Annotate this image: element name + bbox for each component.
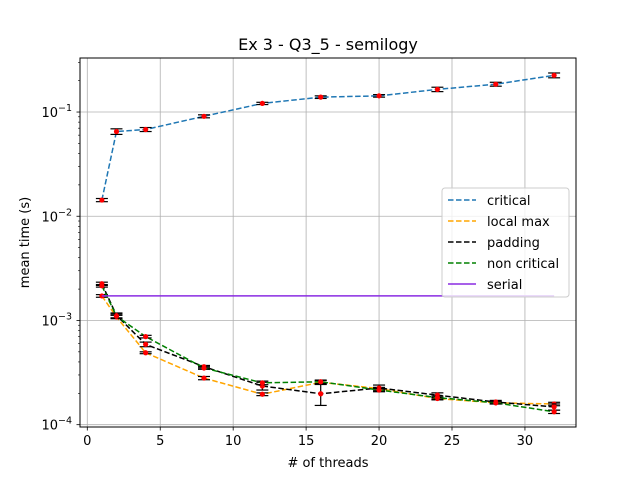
chart-title: Ex 3 - Q3_5 - semilogy <box>238 35 418 55</box>
legend-box <box>441 187 570 298</box>
data-point <box>201 365 207 371</box>
legend-label: serial <box>487 278 522 293</box>
data-point <box>113 313 120 319</box>
data-point <box>318 94 324 100</box>
x-tick-label: 15 <box>298 434 315 449</box>
series-critical <box>95 72 561 203</box>
data-point <box>551 409 557 415</box>
data-point <box>143 350 149 356</box>
x-tick-label: 25 <box>444 434 461 449</box>
series-line <box>101 74 555 201</box>
data-point <box>99 197 105 203</box>
x-axis-label: # of threads <box>287 456 368 471</box>
data-point <box>201 375 207 381</box>
data-point <box>376 93 382 99</box>
x-tick-label: 20 <box>371 434 388 449</box>
x-tick-label: 30 <box>517 434 534 449</box>
data-point <box>143 126 149 133</box>
data-point <box>318 379 324 385</box>
data-point <box>376 387 382 393</box>
y-axis-label: mean time (s) <box>18 197 33 288</box>
y-tick-label: 10−3 <box>41 311 72 329</box>
series-line <box>101 283 555 408</box>
legend-label: padding <box>487 236 540 251</box>
series-line <box>101 285 555 413</box>
data-point <box>434 86 441 92</box>
data-point <box>434 394 441 401</box>
data-point <box>551 404 557 410</box>
data-point <box>259 380 265 386</box>
data-point <box>99 283 105 289</box>
data-point <box>143 334 149 340</box>
legend-label: non critical <box>487 257 559 272</box>
data-point <box>551 72 557 78</box>
legend-label: local max <box>487 215 550 230</box>
x-tick-label: 0 <box>83 434 91 449</box>
y-tick-label: 10−4 <box>41 416 72 434</box>
data-point <box>259 100 265 107</box>
data-point <box>143 341 149 347</box>
plot-frame <box>79 57 577 428</box>
y-tick-label: 10−2 <box>41 207 72 225</box>
data-point <box>318 391 324 397</box>
data-point <box>493 81 499 87</box>
data-point <box>493 400 499 406</box>
data-point <box>259 391 265 397</box>
data-point <box>113 128 120 135</box>
series-non-critical <box>95 283 561 415</box>
y-tick-label: 10−1 <box>41 103 72 121</box>
x-tick-label: 10 <box>225 434 242 449</box>
legend-label: critical <box>487 194 531 209</box>
legend: critical local max padding non critical seri… <box>441 187 570 298</box>
data-point <box>201 113 207 119</box>
axis-ticks: 0 5 10 15 20 25 30 10−4 10−3 10−2 10−1 <box>41 62 533 449</box>
x-tick-label: 5 <box>156 434 164 449</box>
